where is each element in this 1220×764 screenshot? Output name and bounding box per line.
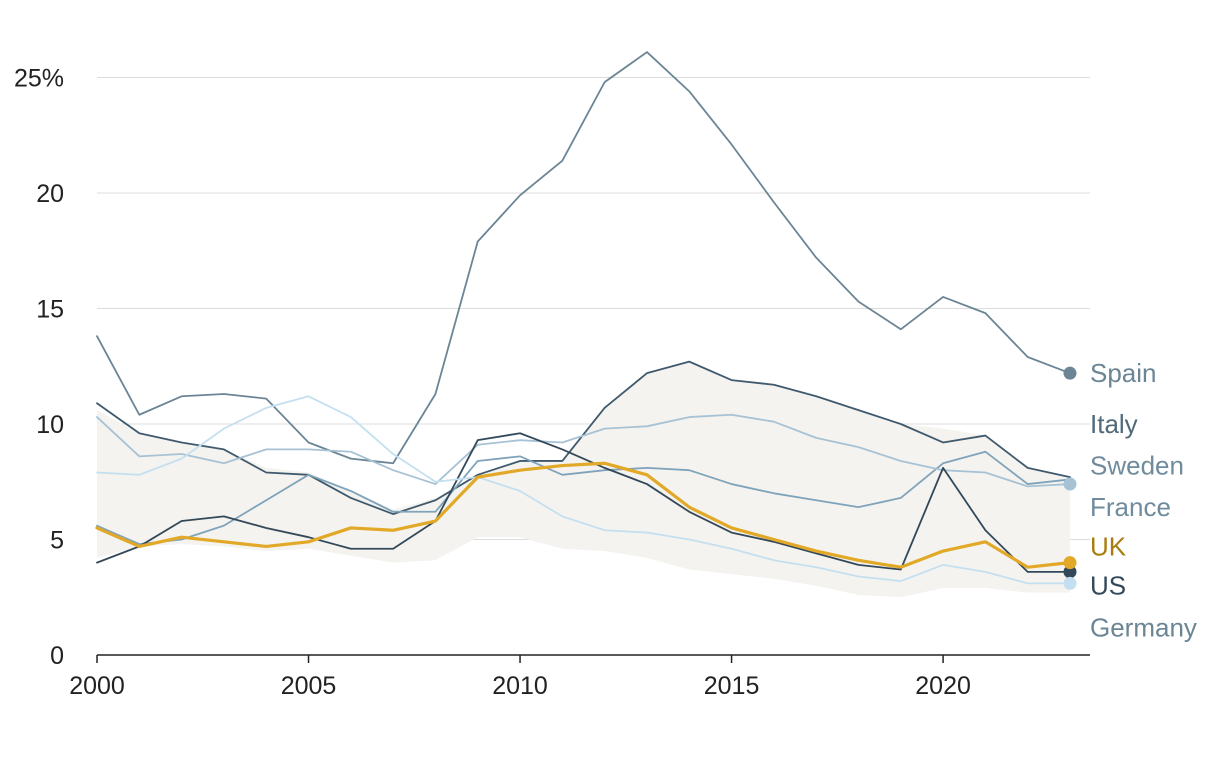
series-line-france (96, 413, 1071, 488)
series-line-sweden (96, 450, 1071, 546)
series-end-dot-germany (1063, 576, 1077, 590)
series-line-uk (95, 461, 1072, 569)
series-label-uk: UK (1090, 531, 1127, 561)
range-band-area (97, 361, 1070, 598)
series-lines (95, 51, 1077, 590)
series-label-spain: Spain (1090, 358, 1157, 388)
x-tick-label: 2020 (915, 672, 971, 700)
series-label-germany: Germany (1090, 612, 1197, 642)
y-tick-label: 20 (36, 180, 64, 208)
x-tick-label: 2000 (69, 672, 125, 700)
series-label-sweden: Sweden (1090, 451, 1184, 481)
range-band (97, 361, 1070, 598)
series-label-france: France (1090, 492, 1171, 522)
series-end-dot-spain (1063, 366, 1077, 380)
series-label-italy: Italy (1090, 409, 1138, 439)
series-line-spain (96, 51, 1071, 465)
y-tick-label: 25% (14, 65, 64, 93)
x-tick-label: 2015 (704, 672, 760, 700)
series-line-italy (96, 360, 1071, 515)
x-tick-label: 2005 (281, 672, 337, 700)
x-tick-label: 2010 (492, 672, 548, 700)
series-line-germany (96, 395, 1071, 585)
series-end-dot-us (1063, 565, 1077, 579)
y-tick-label: 0 (50, 642, 64, 670)
axes: 0 5 10 15 20 25% 2000 2005 2010 2015 2020 (14, 65, 1090, 700)
y-tick-label: 10 (36, 411, 64, 439)
series-end-dot-uk (1063, 556, 1077, 570)
y-tick-label: 5 (50, 527, 64, 555)
series-label-us: US (1090, 571, 1126, 601)
series-line-us (96, 432, 1071, 573)
y-tick-label: 15 (36, 296, 64, 324)
series-end-dot-france (1063, 477, 1077, 491)
series-labels: Spain Italy Sweden France UK US Germany (1090, 358, 1197, 642)
